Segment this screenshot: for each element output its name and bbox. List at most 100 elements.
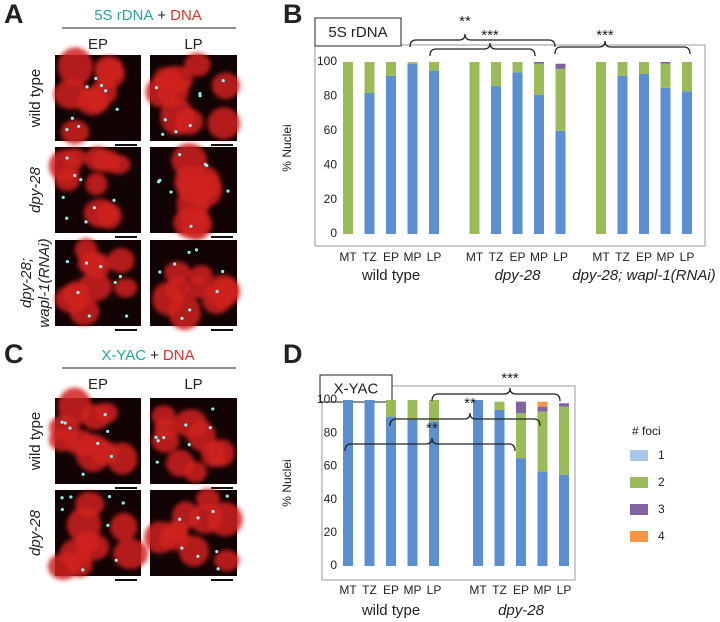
bar-segment <box>537 406 548 412</box>
focus <box>69 495 73 499</box>
nuclei <box>54 238 138 326</box>
focus <box>60 420 64 424</box>
focus <box>63 421 67 425</box>
significance-bracket <box>429 42 536 57</box>
bar-segment <box>682 62 692 92</box>
focus <box>221 269 225 274</box>
x-tick-label: LP <box>553 250 568 264</box>
nucleus <box>54 285 89 313</box>
nuclei <box>151 405 235 483</box>
focus <box>163 118 167 122</box>
group-label: wild type <box>361 267 420 284</box>
y-tick-label: 80 <box>324 425 338 439</box>
micrograph <box>150 143 237 241</box>
micrograph <box>48 387 141 489</box>
bar-segment <box>516 401 526 414</box>
bar-segment <box>386 62 396 76</box>
bar-segment <box>559 406 569 475</box>
focus <box>65 259 69 264</box>
bar-segment <box>494 401 505 410</box>
stain-label: DNA <box>163 347 195 364</box>
focus <box>184 423 188 427</box>
column-label: LP <box>184 376 202 393</box>
focus <box>172 262 177 266</box>
chart-title: 5S rDNA <box>328 24 387 41</box>
focus <box>162 435 166 440</box>
group-label: dpy-28 <box>495 267 542 284</box>
y-axis-label: % Nuclei <box>280 459 294 506</box>
y-tick-label: 40 <box>324 157 338 171</box>
x-tick-label: MP <box>404 250 422 264</box>
nucleus <box>60 119 90 145</box>
nucleus <box>184 52 211 77</box>
bar-segment <box>516 458 526 566</box>
focus <box>187 250 191 254</box>
micrograph <box>144 488 243 581</box>
bar-segment <box>660 63 671 88</box>
legend-swatch <box>630 450 648 461</box>
x-tick-label: MP <box>657 250 675 264</box>
focus <box>77 124 81 129</box>
bar-segment <box>407 419 418 566</box>
nucleus <box>151 428 180 453</box>
bar-segment <box>682 91 692 235</box>
focus <box>73 173 77 178</box>
nucleus <box>85 172 108 196</box>
bar-segment <box>537 471 548 566</box>
bar-segment <box>559 474 569 566</box>
legend-title: # foci <box>632 424 661 438</box>
bar-segment <box>386 400 396 417</box>
focus <box>225 494 229 498</box>
focus <box>196 554 200 558</box>
significance-label: ** <box>426 420 438 437</box>
nucleus <box>75 531 99 554</box>
focus <box>61 195 65 200</box>
focus <box>215 289 219 294</box>
focus <box>205 163 209 168</box>
focus <box>84 261 89 265</box>
focus <box>188 123 192 128</box>
significance-bracket <box>409 33 556 48</box>
focus <box>216 567 220 571</box>
nucleus <box>178 535 209 567</box>
nucleus <box>77 252 106 275</box>
micrograph <box>150 240 240 331</box>
focus <box>208 426 212 430</box>
bar-segment <box>491 86 501 234</box>
nucleus <box>74 491 105 518</box>
nucleus <box>49 415 80 441</box>
panel-letter: D <box>283 339 303 369</box>
focus <box>155 460 159 464</box>
column-label: EP <box>88 36 108 53</box>
nucleus <box>189 265 213 285</box>
x-tick-label: MT <box>339 583 357 597</box>
bar-segment <box>343 62 353 234</box>
nuclei <box>171 143 223 241</box>
y-tick-label: 60 <box>324 459 338 473</box>
panel-header: X-YAC + DNA <box>101 347 194 364</box>
focus <box>211 509 215 514</box>
focus <box>198 94 202 98</box>
bar-segment <box>512 72 523 234</box>
significance-label: *** <box>596 27 614 44</box>
legend-label: 1 <box>658 448 665 462</box>
nucleus <box>200 441 226 468</box>
nuclei <box>48 387 138 475</box>
x-tick-label: EP <box>383 583 399 597</box>
title-box <box>319 374 393 403</box>
nucleus <box>83 198 118 228</box>
nucleus <box>214 549 240 572</box>
focus <box>109 454 114 458</box>
significance-bracket <box>554 40 691 55</box>
x-tick-label: EP <box>513 583 529 597</box>
plot-frame <box>321 385 576 581</box>
row-label: dpy-28 <box>27 166 44 213</box>
row-label: wild type <box>27 69 44 128</box>
focus <box>79 177 83 182</box>
plus-label: + <box>150 347 159 364</box>
focus <box>76 290 80 295</box>
nuclei <box>48 146 131 230</box>
bar-segment <box>407 63 418 234</box>
nucleus <box>172 501 199 530</box>
y-tick-label: 100 <box>317 392 337 406</box>
